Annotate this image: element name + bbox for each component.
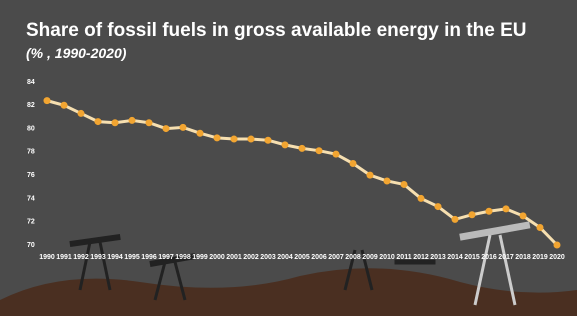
data-point: [282, 141, 289, 148]
x-tick-label: 1993: [90, 254, 106, 261]
data-point: [350, 160, 357, 167]
x-tick-label: 2010: [379, 254, 395, 261]
data-point: [214, 134, 221, 141]
data-point: [452, 216, 459, 223]
x-tick-label: 1991: [56, 254, 72, 261]
x-tick-label: 2020: [549, 254, 565, 261]
data-point: [486, 208, 493, 215]
data-point: [163, 125, 170, 132]
x-tick-label: 2000: [209, 254, 225, 261]
data-point: [316, 147, 323, 154]
x-tick-label: 2013: [430, 254, 446, 261]
x-tick-label: 2007: [328, 254, 344, 261]
x-tick-label: 2001: [226, 254, 242, 261]
y-tick-label: 82: [27, 102, 35, 109]
x-tick-label: 1996: [141, 254, 157, 261]
y-tick-label: 74: [27, 195, 35, 202]
data-point: [248, 136, 255, 143]
data-point: [146, 119, 153, 126]
x-tick-label: 2012: [413, 254, 429, 261]
x-tick-label: 1999: [192, 254, 208, 261]
y-tick-label: 70: [27, 242, 35, 249]
data-point: [61, 102, 68, 109]
x-tick-label: 1990: [39, 254, 55, 261]
x-tick-label: 2018: [515, 254, 531, 261]
data-point: [384, 177, 391, 184]
data-point: [469, 211, 476, 218]
data-point: [44, 97, 51, 104]
x-tick-label: 2002: [243, 254, 259, 261]
page: {"chart_data": {"type": "line", "title":…: [0, 0, 577, 316]
x-tick-label: 2003: [260, 254, 276, 261]
chart-title: Share of fossil fuels in gross available…: [26, 20, 527, 41]
data-point: [418, 195, 425, 202]
data-point: [367, 172, 374, 179]
x-tick-label: 1995: [124, 254, 140, 261]
x-tick-label: 2009: [362, 254, 378, 261]
x-tick-label: 2017: [498, 254, 514, 261]
x-tick-label: 2006: [311, 254, 327, 261]
x-tick-label: 1998: [175, 254, 191, 261]
x-tick-label: 2005: [294, 254, 310, 261]
x-tick-label: 2014: [447, 254, 463, 261]
data-point: [401, 181, 408, 188]
data-point: [265, 137, 272, 144]
y-tick-label: 78: [27, 149, 35, 156]
data-point: [554, 242, 561, 249]
y-tick-label: 84: [27, 79, 35, 86]
chart: Share of fossil fuels in gross available…: [0, 0, 577, 316]
data-point: [299, 145, 306, 152]
y-tick-label: 80: [27, 125, 35, 132]
data-point: [197, 130, 204, 137]
data-point: [78, 110, 85, 117]
x-tick-label: 1997: [158, 254, 174, 261]
data-point: [520, 212, 527, 219]
x-tick-label: 1992: [73, 254, 89, 261]
data-point: [503, 205, 510, 212]
data-point: [435, 203, 442, 210]
x-tick-label: 1994: [107, 254, 123, 261]
x-tick-label: 2015: [464, 254, 480, 261]
data-point: [333, 151, 340, 158]
data-point: [95, 118, 102, 125]
y-tick-label: 72: [27, 219, 35, 226]
x-tick-label: 2011: [396, 254, 411, 261]
data-point: [112, 119, 119, 126]
y-tick-label: 76: [27, 172, 35, 179]
data-point: [129, 117, 136, 124]
x-tick-label: 2008: [345, 254, 361, 261]
x-tick-label: 2019: [532, 254, 548, 261]
data-point: [231, 136, 238, 143]
x-tick-label: 2016: [481, 254, 497, 261]
data-point: [180, 124, 187, 131]
chart-subtitle: (% , 1990-2020): [26, 45, 127, 61]
x-tick-label: 2004: [277, 254, 293, 261]
data-point: [537, 224, 544, 231]
